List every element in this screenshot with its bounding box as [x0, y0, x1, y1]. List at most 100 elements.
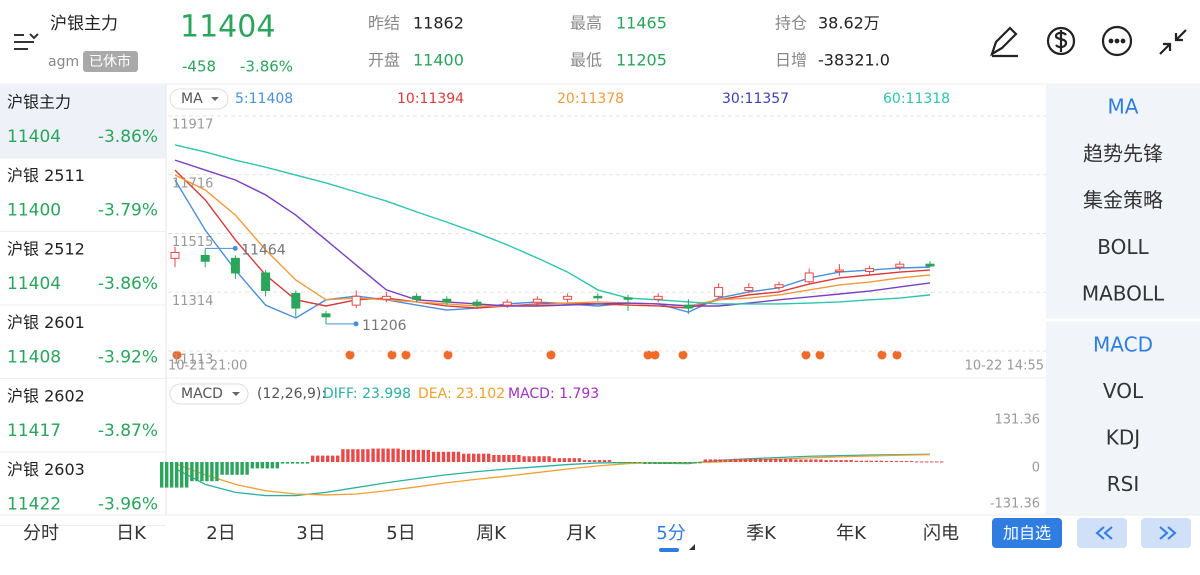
indicator-item[interactable]: KDJ [1106, 426, 1140, 450]
macd-line [174, 453, 931, 496]
macd-bar [326, 455, 330, 462]
macd-bar [925, 461, 929, 463]
candle-body [321, 313, 331, 318]
indicator-item[interactable]: 趋势先锋 [1083, 141, 1163, 165]
macd-bar [698, 462, 702, 464]
candle-body [683, 304, 693, 309]
macd-bar [874, 460, 878, 462]
macd-bar [426, 449, 430, 462]
period-tab[interactable]: 月K [566, 523, 597, 544]
macd-bar [824, 460, 828, 462]
collapse-icon[interactable] [1159, 29, 1187, 55]
period-tab[interactable]: 3日 [296, 523, 325, 544]
macd-bar [799, 459, 803, 462]
macd-bar [633, 462, 637, 463]
candle-body [351, 295, 361, 306]
watch-row[interactable] [0, 158, 166, 232]
period-tab[interactable]: 周K [476, 523, 507, 544]
period-tab[interactable]: 季K [746, 523, 777, 544]
shape [877, 350, 887, 360]
macd-bar [784, 458, 788, 462]
macd-bar [391, 448, 395, 462]
period-tab[interactable]: 2日 [206, 523, 235, 544]
macd-bar [371, 448, 375, 462]
indicator-selector[interactable] [169, 88, 229, 110]
watch-row[interactable] [0, 305, 166, 379]
macd-bar [844, 460, 848, 462]
period-tab[interactable]: 年K [836, 523, 867, 544]
period-tab[interactable]: 日K [116, 523, 147, 544]
watch-pct: -3.87% [98, 421, 158, 441]
y-tick-label: 11515 [172, 235, 213, 250]
macd-bar [854, 460, 858, 462]
period-tab[interactable]: 5日 [386, 523, 415, 544]
watch-row[interactable] [0, 85, 166, 158]
watch-name: 沪银主力 [7, 93, 71, 112]
macd-bar [366, 449, 370, 462]
macd-bar [532, 456, 536, 462]
watch-pct: -3.79% [98, 201, 158, 221]
add-watch-button[interactable] [992, 518, 1062, 548]
macd-bar [839, 460, 843, 462]
indicator-item[interactable]: MA [1108, 95, 1139, 119]
indicator-item[interactable]: 集金策略 [1083, 188, 1163, 212]
candle-body [381, 295, 391, 300]
indicator-item[interactable]: MACD [1093, 333, 1153, 357]
macd-bar [195, 462, 199, 482]
macd-bar [517, 454, 521, 462]
macd-bar [930, 461, 934, 463]
watch-row[interactable] [0, 379, 166, 452]
shape [172, 350, 182, 360]
shape [1108, 38, 1114, 44]
macd-bar [618, 462, 622, 463]
indicator-item[interactable]: RSI [1107, 472, 1140, 496]
macd-bar [899, 461, 904, 463]
indicator-item[interactable]: BOLL [1097, 235, 1149, 259]
watch-row[interactable] [0, 452, 166, 526]
shape [801, 350, 811, 360]
watch-price: 11408 [7, 348, 61, 368]
macd-bar [829, 460, 833, 462]
stat-label: 昨结 [368, 14, 400, 33]
prev-button[interactable] [1077, 518, 1127, 548]
macd-bar [477, 453, 481, 462]
macd-bar [260, 462, 264, 469]
event-markers [172, 350, 902, 360]
indicator-item[interactable]: MABOLL [1082, 282, 1165, 306]
period-tab[interactable]: 闪电 [923, 523, 959, 544]
symbol-title: 沪银主力 [50, 14, 118, 34]
macd-bar [864, 460, 868, 462]
indicator-selector[interactable] [169, 383, 249, 405]
macd-bar [411, 449, 415, 462]
legend-entry: 30:11357 [722, 91, 789, 107]
currency-icon[interactable] [1046, 26, 1076, 56]
macd-bar [305, 462, 310, 464]
menu-icon[interactable] [14, 33, 39, 50]
watch-name: 沪银 2511 [7, 166, 85, 185]
period-tab[interactable]: 5分 [656, 523, 685, 544]
macd-bar [849, 460, 853, 462]
more-icon[interactable] [1101, 25, 1133, 57]
watch-row[interactable] [0, 232, 166, 305]
macd-bar [769, 458, 773, 462]
candle-body [502, 301, 512, 306]
shape [1120, 38, 1126, 44]
period-tab[interactable]: 分时 [23, 523, 59, 544]
macd-bar [160, 462, 164, 488]
macd-bar [225, 462, 229, 475]
draw-icon[interactable] [990, 26, 1018, 58]
macd-bar [165, 462, 169, 488]
macd-bar [638, 462, 642, 463]
legend-entry: 20:11378 [557, 91, 624, 107]
macd-bar [653, 462, 657, 464]
macd-bar [688, 462, 692, 464]
macd-line [174, 453, 931, 497]
legend-entry: DEA: 23.102 [418, 386, 505, 402]
x-tick-label: 10-21 21:00 [168, 359, 247, 374]
indicator-item[interactable]: VOL [1103, 379, 1144, 403]
symbol-code: agm [48, 54, 79, 70]
candle-body [412, 295, 422, 300]
watch-price: 11400 [7, 201, 61, 221]
macd-bar [889, 461, 894, 463]
macd-bar [940, 461, 944, 463]
